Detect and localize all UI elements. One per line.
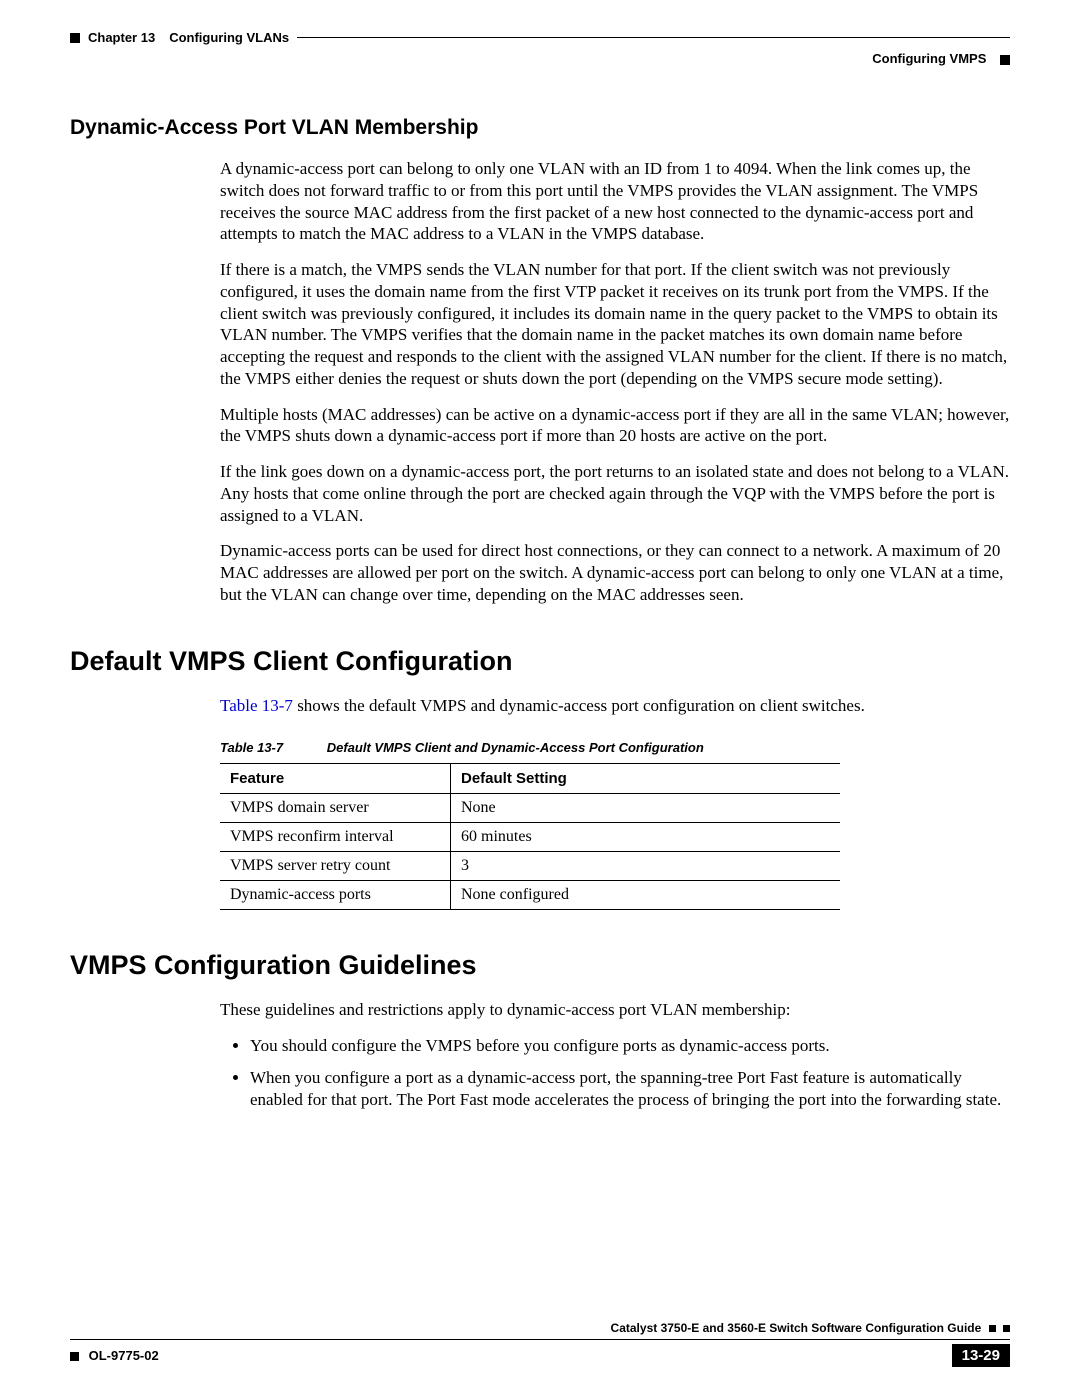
list-item: When you configure a port as a dynamic-a…	[250, 1067, 1010, 1111]
footer-square-icon	[70, 1352, 79, 1361]
heading-default-vmps: Default VMPS Client Configuration	[70, 646, 1010, 677]
cell-default: 3	[451, 852, 841, 881]
cell-feature: VMPS domain server	[220, 794, 451, 823]
cell-feature: VMPS reconfirm interval	[220, 823, 451, 852]
para-s1-p5: Dynamic-access ports can be used for dir…	[220, 540, 1010, 605]
footer-guide-title: Catalyst 3750-E and 3560-E Switch Softwa…	[611, 1321, 982, 1335]
para-s1-p3: Multiple hosts (MAC addresses) can be ac…	[220, 404, 1010, 448]
header-square-icon	[70, 33, 80, 43]
table-caption-title: Default VMPS Client and Dynamic-Access P…	[327, 740, 704, 755]
chapter-title: Configuring VLANs	[169, 30, 289, 45]
cell-default: 60 minutes	[451, 823, 841, 852]
subheader-square-icon	[1000, 55, 1010, 65]
cell-default: None	[451, 794, 841, 823]
para-s1-p2: If there is a match, the VMPS sends the …	[220, 259, 1010, 390]
page-subheader: Configuring VMPS	[70, 51, 1010, 66]
heading-vmps-guidelines: VMPS Configuration Guidelines	[70, 950, 1010, 981]
page-number: 13-29	[952, 1344, 1010, 1367]
table-row: VMPS reconfirm interval 60 minutes	[220, 823, 840, 852]
para-s3-intro: These guidelines and restrictions apply …	[220, 999, 1010, 1021]
table-caption: Table 13-7 Default VMPS Client and Dynam…	[220, 740, 1010, 755]
para-s1-p4: If the link goes down on a dynamic-acces…	[220, 461, 1010, 526]
table-row: VMPS server retry count 3	[220, 852, 840, 881]
footer-square-icon	[989, 1325, 996, 1332]
table-row: VMPS domain server None	[220, 794, 840, 823]
heading-dynamic-access: Dynamic-Access Port VLAN Membership	[70, 116, 1010, 140]
table-row: Dynamic-access ports None configured	[220, 881, 840, 910]
cell-feature: VMPS server retry count	[220, 852, 451, 881]
para-s1-p1: A dynamic-access port can belong to only…	[220, 158, 1010, 245]
footer-doc-id: OL-9775-02	[89, 1348, 159, 1363]
para-s2-intro-rest: shows the default VMPS and dynamic-acces…	[293, 696, 865, 715]
section-title: Configuring VMPS	[872, 51, 986, 66]
cell-default: None configured	[451, 881, 841, 910]
cell-feature: Dynamic-access ports	[220, 881, 451, 910]
footer-square-icon	[1003, 1325, 1010, 1332]
list-item: You should configure the VMPS before you…	[250, 1035, 1010, 1057]
para-s2-intro: Table 13-7 shows the default VMPS and dy…	[220, 695, 1010, 717]
vmps-config-table: Feature Default Setting VMPS domain serv…	[220, 763, 840, 910]
table-header-feature: Feature	[220, 764, 451, 794]
guidelines-list: You should configure the VMPS before you…	[220, 1035, 1010, 1111]
page-footer: Catalyst 3750-E and 3560-E Switch Softwa…	[70, 1321, 1010, 1367]
table-header-default: Default Setting	[451, 764, 841, 794]
chapter-label: Chapter 13	[88, 30, 155, 45]
table-caption-label: Table 13-7	[220, 740, 283, 755]
page-header: Chapter 13 Configuring VLANs	[70, 30, 1010, 45]
table-link[interactable]: Table 13-7	[220, 696, 293, 715]
